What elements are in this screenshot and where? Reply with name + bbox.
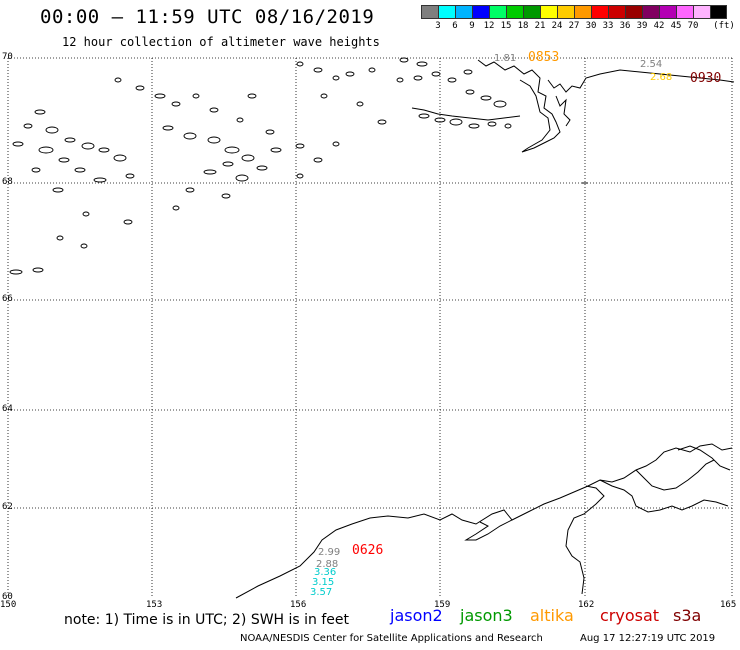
lat-label-62: 62 xyxy=(2,502,13,512)
color-swatch xyxy=(659,5,676,19)
map-subtitle: 12 hour collection of altimeter wave hei… xyxy=(62,35,380,49)
color-swatch xyxy=(710,5,727,19)
swh-value: 1.81 xyxy=(494,53,517,64)
timestamp-text: Aug 17 12:27:19 UTC 2019 xyxy=(580,633,716,644)
footnote: note: 1) Time is in UTC; 2) SWH is in fe… xyxy=(64,612,350,628)
color-scale-label: 6 xyxy=(452,21,458,31)
color-swatch xyxy=(676,5,693,19)
lon-label-150: 150 xyxy=(0,600,17,610)
legend-jason2: jason2 xyxy=(390,606,443,625)
color-scale-label: 3 xyxy=(435,21,441,31)
color-swatch xyxy=(608,5,625,19)
color-swatch xyxy=(625,5,642,19)
color-scale-label: 21 xyxy=(534,21,546,31)
lon-label-159: 159 xyxy=(434,600,451,610)
lon-label-156: 156 xyxy=(290,600,307,610)
sea-ice-contours xyxy=(9,57,512,275)
legend-altika: altika xyxy=(530,606,574,625)
pass-time-label: 0930 xyxy=(690,71,722,86)
color-scale-label: 15 xyxy=(500,21,512,31)
color-swatch xyxy=(574,5,591,19)
color-scale-label: 42 xyxy=(653,21,665,31)
swh-value: 3.36 xyxy=(314,567,337,578)
pass-time-label: 0626 xyxy=(352,543,384,558)
color-scale-label: 24 xyxy=(551,21,563,31)
swh-value: 3.57 xyxy=(310,587,333,598)
color-swatch xyxy=(421,5,438,19)
color-swatch xyxy=(693,5,710,19)
lon-label-165: 165 xyxy=(720,600,737,610)
wave-height-color-scale xyxy=(421,5,727,19)
southern-coastline xyxy=(235,443,733,599)
color-swatch xyxy=(438,5,455,19)
color-swatch xyxy=(642,5,659,19)
color-scale-label: 12 xyxy=(483,21,495,31)
color-swatch xyxy=(557,5,574,19)
lon-label-162: 162 xyxy=(578,600,595,610)
legend-s3a: s3a xyxy=(673,606,702,625)
color-swatch xyxy=(523,5,540,19)
pass-time-label: 0853 xyxy=(528,50,560,65)
legend-jason3: jason3 xyxy=(460,606,513,625)
lat-label-70: 70 xyxy=(2,52,13,62)
color-scale-label: 30 xyxy=(585,21,597,31)
swh-value: 2.68 xyxy=(650,72,673,83)
color-scale-unit: (ft) xyxy=(713,21,735,31)
lat-label-60: 60 xyxy=(2,592,13,602)
color-swatch xyxy=(591,5,608,19)
lon-label-153: 153 xyxy=(146,600,163,610)
color-scale-label: 45 xyxy=(670,21,682,31)
color-scale-label: 36 xyxy=(619,21,631,31)
graticule xyxy=(7,57,733,598)
color-swatch xyxy=(489,5,506,19)
color-swatch xyxy=(540,5,557,19)
northern-coastline xyxy=(411,59,735,184)
swh-value: 2.99 xyxy=(318,547,341,558)
color-scale-labels: 3 6 9 12 15 18 21 24 27 30 33 36 39 42 45 70 (ft) xyxy=(421,21,740,33)
color-scale-label: 33 xyxy=(602,21,614,31)
legend-cryosat: cryosat xyxy=(600,606,660,625)
swh-value: 3.15 xyxy=(312,577,335,588)
color-swatch xyxy=(506,5,523,19)
color-scale-label: 70 xyxy=(687,21,699,31)
map-title: 00:00 – 11:59 UTC 08/16/2019 xyxy=(40,6,375,28)
color-swatch xyxy=(472,5,489,19)
lat-label-66: 66 xyxy=(2,294,13,304)
color-swatch xyxy=(455,5,472,19)
credit-text: NOAA/NESDIS Center for Satellite Applica… xyxy=(240,633,543,644)
swh-value: 2.54 xyxy=(640,59,663,70)
color-scale-label: 39 xyxy=(636,21,648,31)
color-scale-label: 9 xyxy=(469,21,475,31)
lat-label-64: 64 xyxy=(2,404,13,414)
swh-value: 2.88 xyxy=(316,559,339,570)
lat-label-68: 68 xyxy=(2,177,13,187)
color-scale-label: 27 xyxy=(568,21,580,31)
color-scale-label: 18 xyxy=(517,21,529,31)
